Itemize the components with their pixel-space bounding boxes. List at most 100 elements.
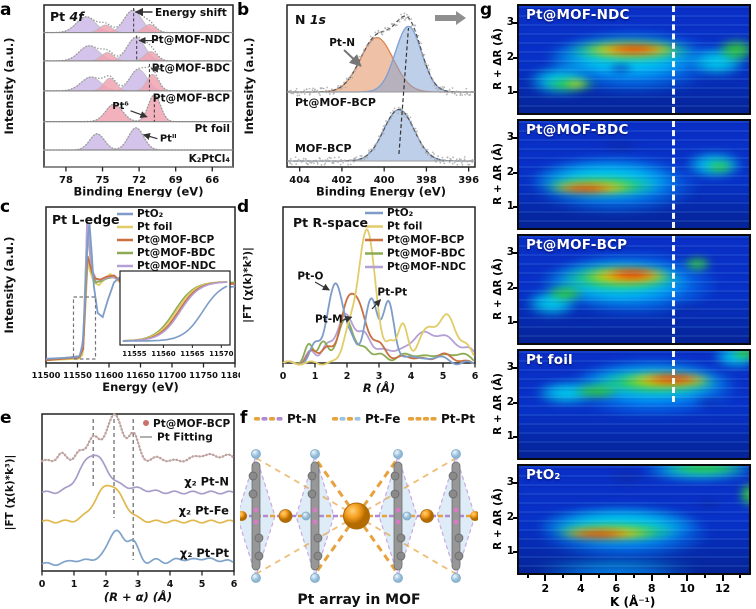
scatter-point [433, 158, 436, 161]
scatter-point [383, 124, 386, 127]
scatter-point [417, 34, 420, 37]
scatter-point [423, 63, 426, 66]
bond-legend-swatch [347, 417, 353, 421]
x-axis-label: Binding Energy (eV) [316, 185, 446, 198]
y-tick-label: 3 [506, 131, 514, 144]
scatter-point [337, 156, 340, 159]
scatter-point [459, 94, 462, 97]
legend-label: Pt@MOF-BCP [153, 418, 231, 430]
scatter-point [423, 53, 426, 56]
scatter-point [339, 163, 342, 166]
scatter-point [381, 33, 384, 36]
carbon-ring [248, 489, 258, 499]
scatter-point [339, 84, 342, 87]
scatter-point [418, 139, 421, 142]
scatter-point [378, 31, 381, 34]
pt-atom [420, 509, 434, 523]
scatter-point [453, 161, 456, 164]
scatter-point [409, 116, 412, 119]
y-tick [513, 171, 518, 174]
xps-peak [43, 103, 234, 122]
tick-label: 11500 [32, 370, 61, 380]
scatter-point [313, 162, 315, 165]
scatter-point [372, 149, 374, 151]
scatter-point [441, 156, 444, 159]
scatter-point [294, 156, 297, 158]
scatter-point [290, 89, 292, 92]
carbon-ring [254, 551, 264, 561]
tick-label: 3 [135, 579, 142, 590]
scatter-point [448, 88, 451, 91]
band-label: K₂PtCl₄ [189, 153, 231, 165]
y-tick [513, 482, 518, 485]
reference-dashed-line [672, 121, 676, 228]
x-tick [721, 575, 724, 581]
inset-tick-label: 11565 [180, 350, 204, 358]
nitrogen-atom [312, 507, 318, 513]
heatmap-texture [519, 466, 749, 573]
scatter-point [427, 152, 430, 155]
scatter-point [330, 157, 332, 160]
rspace-curve [282, 292, 475, 366]
scatter-point [377, 29, 380, 32]
scatter-point [421, 147, 423, 149]
x-tick [686, 575, 689, 581]
scatter-point [410, 18, 413, 20]
scatter-point [418, 41, 421, 43]
scatter-point [412, 129, 415, 132]
pt-atom [278, 509, 293, 523]
scatter-point [404, 19, 406, 21]
scatter-point [321, 87, 323, 90]
scatter-point [402, 17, 405, 20]
scatter-point [391, 114, 394, 117]
x-axis-label: Binding Energy (eV) [74, 185, 204, 198]
scatter-point [435, 87, 437, 90]
legend-label: PtO₂ [387, 207, 414, 219]
energy-shift-label: Energy shift [155, 7, 227, 19]
scatter-point [358, 158, 360, 161]
scatter-point [379, 136, 382, 139]
scatter-point [373, 144, 376, 147]
scatter-point [395, 24, 398, 27]
scatter-point [443, 86, 446, 89]
scatter-point [349, 159, 351, 161]
scatter-point [314, 88, 316, 91]
scatter-point [340, 158, 342, 161]
wavelet-map-4: Pt foil [517, 349, 751, 460]
wavelet-map-2: Pt@MOF-BDC [517, 119, 751, 230]
scatter-point [410, 25, 413, 28]
scatter-point [448, 161, 451, 164]
scatter-point [325, 89, 327, 92]
shift-block-arrow [435, 11, 466, 25]
fe-atom [301, 511, 311, 521]
tick-label: 78 [59, 175, 73, 186]
scatter-point [403, 115, 406, 117]
scatter-point [400, 13, 402, 16]
x-tick [668, 575, 671, 578]
panel-g-letter: g [480, 0, 493, 20]
scatter-point [382, 132, 385, 135]
scatter-point [368, 149, 370, 152]
scatter-point [343, 81, 345, 84]
y-tick [513, 137, 518, 140]
n1s-peak [287, 37, 475, 92]
bond-legend-swatch [332, 417, 338, 421]
pt-n-arrow [343, 49, 362, 67]
legend-dot [143, 420, 149, 426]
x-tick-label: 12 [714, 582, 731, 595]
legend-label: Pt@MOF-NDC [137, 260, 216, 272]
nitrogen-atom [253, 519, 259, 525]
scatter-point [305, 158, 307, 160]
fe-atom [451, 449, 461, 459]
tick-label: 6 [231, 579, 238, 590]
fe-atom [393, 449, 403, 459]
rspace-curve [282, 228, 475, 366]
wavelet-map-1: Pt@MOF-NDC [517, 4, 751, 115]
pt-ii-label: Ptᴵᴵ [160, 134, 177, 145]
scatter-point [451, 87, 454, 89]
scatter-point [296, 92, 299, 94]
scatter-point [361, 53, 364, 56]
y-tick-label: 2 [506, 280, 514, 293]
